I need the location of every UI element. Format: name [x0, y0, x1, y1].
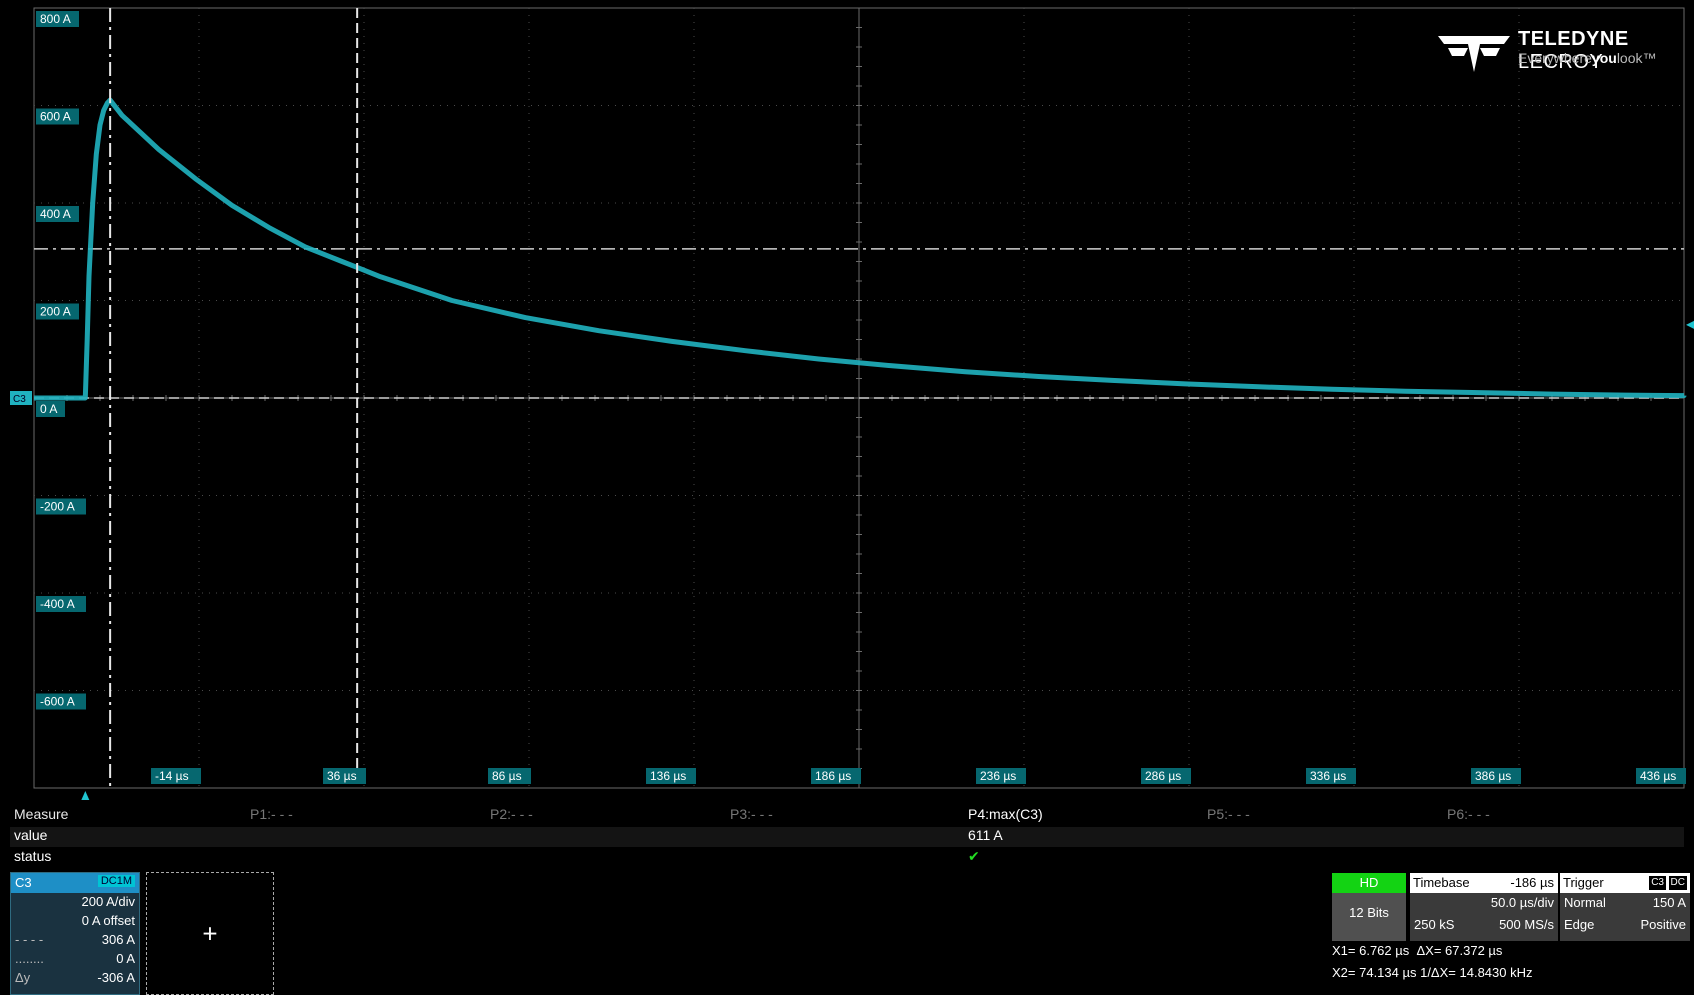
timebase-label: Timebase	[1413, 875, 1470, 890]
cursor1-value: 306 A	[101, 932, 135, 947]
measure-header-row: Measure P1:- - - P2:- - - P3:- - - P4:ma…	[10, 806, 1684, 826]
x-tick-label: 436 µs	[1640, 769, 1676, 783]
x-tick-label-bg	[1636, 768, 1686, 784]
y-tick-label: 600 A	[40, 110, 71, 124]
x-tick-label: 336 µs	[1310, 769, 1346, 783]
measure-slot-p4[interactable]: P4:max(C3)	[968, 806, 1043, 822]
y-tick-label-bg	[36, 108, 79, 125]
delta-y-label: Δy	[15, 970, 31, 985]
x-tick-label: 36 µs	[327, 769, 357, 783]
measure-table[interactable]: Measure P1:- - - P2:- - - P3:- - - P4:ma…	[0, 806, 1694, 874]
y-tick-label-bg	[36, 303, 79, 320]
y-tick-label-bg	[36, 498, 86, 515]
cursor-inv-dx: 1/ΔX= 14.8430 kHz	[1420, 965, 1533, 980]
y-tick-label-bg	[36, 693, 86, 710]
x-tick-label-bg	[976, 768, 1026, 784]
y-tick-label: 0 A	[40, 402, 57, 416]
trigger-coupling: DC	[1668, 876, 1687, 890]
y-tick-label: -200 A	[40, 500, 75, 514]
status-ok-icon: ✔	[968, 848, 980, 864]
channel-ground-label: C3	[13, 394, 26, 405]
timebase-descriptor[interactable]: Timebase -186 µs 50.0 µs/div 250 kS 500 …	[1410, 873, 1558, 941]
x-tick-label: -14 µs	[155, 769, 189, 783]
trigger-label: Trigger	[1563, 875, 1604, 890]
y-tick-label: 400 A	[40, 207, 71, 221]
trigger-position-marker	[81, 791, 90, 800]
trigger-header: Trigger C3 DC	[1560, 873, 1690, 893]
status-row-label: status	[14, 848, 52, 864]
cursor-dx: ΔX= 67.372 µs	[1416, 943, 1503, 958]
cursor-x2: X2= 74.134 µs	[1332, 965, 1417, 980]
trigger-descriptor[interactable]: Trigger C3 DC Normal 150 A Edge Positive	[1560, 873, 1690, 941]
bit-depth: 12 Bits	[1349, 905, 1389, 920]
vertical-offset: 0 A offset	[81, 913, 135, 928]
cursor2-symbol: ........	[15, 951, 44, 966]
y-tick-label: 200 A	[40, 305, 71, 319]
y-tick-label-bg	[36, 596, 86, 612]
trigger-slope: Positive	[1640, 917, 1686, 932]
x-tick-label: 286 µs	[1145, 769, 1181, 783]
x-tick-label-bg	[151, 768, 201, 784]
logo-mark-icon	[1438, 36, 1510, 72]
y-tick-label-bg	[36, 401, 65, 417]
x-tick-label: 386 µs	[1475, 769, 1511, 783]
waveform-grid[interactable]: C3 800 A 600 A 400 A 200 A 0 A -200 A -400 A -60…	[0, 0, 1694, 800]
sample-rate: 500 MS/s	[1499, 917, 1554, 932]
measure-value-row: value 611 A	[10, 827, 1684, 847]
y-tick-label: 800 A	[40, 12, 71, 26]
x-tick-label-bg	[1471, 768, 1521, 784]
acquisition-mode-box[interactable]: HD 12 Bits	[1332, 873, 1406, 941]
trigger-mode: Normal	[1564, 895, 1606, 910]
timebase-delay: -186 µs	[1510, 875, 1554, 890]
delta-y-value: -306 A	[97, 970, 135, 985]
x-tick-label-bg	[1141, 768, 1191, 784]
timebase-per-div: 50.0 µs/div	[1490, 895, 1554, 910]
measure-slot-p2[interactable]: P2:- - -	[490, 806, 533, 822]
x-tick-label-bg	[811, 768, 861, 784]
x-tick-label: 186 µs	[815, 769, 851, 783]
plus-icon: +	[202, 918, 218, 948]
cursor2-value: 0 A	[116, 951, 135, 966]
hd-badge: HD	[1332, 873, 1406, 893]
p4-value: 611 A	[968, 827, 1003, 843]
channel-c3-descriptor[interactable]: C3 DC1M 200 A/div 0 A offset - - - - 306 …	[10, 872, 140, 995]
logo-tagline: Everywhereyoulook™	[1518, 50, 1657, 66]
y-tick-label-bg	[36, 11, 79, 27]
measure-slot-p5[interactable]: P5:- - -	[1207, 806, 1250, 822]
vertical-scale: 200 A/div	[81, 894, 136, 909]
sample-count: 250 kS	[1414, 917, 1455, 932]
x-tick-label-bg	[646, 768, 696, 784]
measure-slot-p3[interactable]: P3:- - -	[730, 806, 773, 822]
add-channel-button[interactable]: +	[146, 872, 274, 995]
x-tick-label: 136 µs	[650, 769, 686, 783]
channel-ground-marker[interactable]	[10, 391, 32, 405]
x-tick-label-bg	[1306, 768, 1356, 784]
cursor-x1: X1= 6.762 µs	[1332, 943, 1410, 958]
value-row-label: value	[14, 827, 48, 843]
cursor1-symbol: - - - -	[15, 932, 44, 947]
teledyne-lecroy-logo: TELEDYNE LECROY Everywhereyoulook™	[1434, 28, 1690, 76]
measure-slot-p6[interactable]: P6:- - -	[1447, 806, 1490, 822]
timebase-header: Timebase -186 µs	[1410, 873, 1558, 893]
logo-brand: TELEDYNE LECROY	[1518, 28, 1629, 73]
measure-status-row: status ✔	[10, 848, 1684, 868]
y-tick-label-bg	[36, 206, 79, 222]
trigger-type: Edge	[1564, 917, 1595, 932]
cursor-readout: X1= 6.762 µs ΔX= 67.372 µs X2= 74.134 µs…	[1332, 940, 1533, 984]
trigger-level-marker	[1686, 320, 1694, 329]
channel-name: C3	[15, 875, 32, 890]
coupling-badge: DC1M	[97, 875, 135, 887]
x-tick-label: 86 µs	[492, 769, 522, 783]
x-tick-label-bg	[488, 768, 531, 784]
channel-header: C3 DC1M	[11, 873, 139, 893]
measure-slot-p1[interactable]: P1:- - -	[250, 806, 293, 822]
y-tick-label: -400 A	[40, 597, 75, 611]
y-tick-label: -600 A	[40, 695, 75, 709]
trace-c3	[34, 97, 1687, 401]
measure-row-label: Measure	[14, 806, 69, 822]
trigger-source: C3	[1649, 876, 1666, 890]
trigger-level: 150 A	[1652, 895, 1686, 910]
x-tick-label-bg	[323, 768, 366, 784]
x-tick-label: 236 µs	[980, 769, 1016, 783]
